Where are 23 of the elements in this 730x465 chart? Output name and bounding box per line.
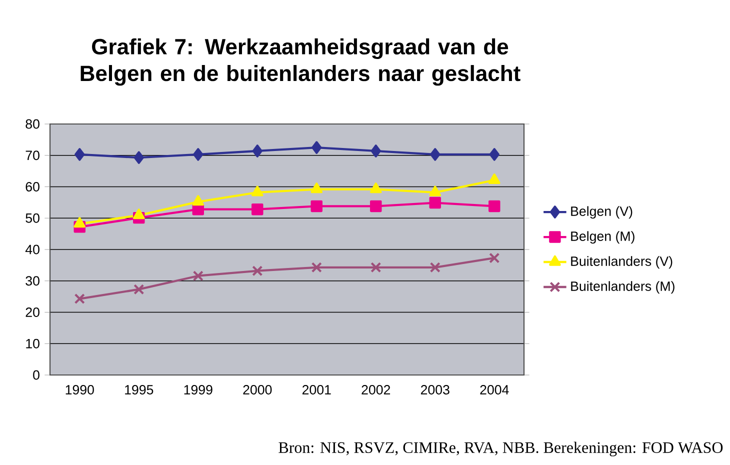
x-tick-label: 2000	[243, 385, 272, 394]
x-tick-label: 2002	[362, 385, 390, 394]
legend-label: Belgen (V)	[571, 206, 632, 219]
y-tick-label: 60	[26, 182, 40, 192]
x-tick-label: 1999	[184, 385, 212, 394]
y-tick-label: 20	[26, 308, 40, 317]
x-tick-label: 2003	[420, 385, 450, 394]
x-tick-label: 1990	[66, 385, 94, 394]
x-tick-label: 1995	[125, 385, 154, 394]
chart-title: Grafiek 7: Werkzaamheidsgraad van de Belgen en de buitenlanders naar geslacht	[80, 38, 520, 86]
legend-label: Buitenlanders (V)	[571, 256, 672, 269]
y-tick-label: 10	[26, 338, 40, 348]
y-tick-label: 70	[26, 150, 40, 160]
x-tick-label: 2001	[302, 385, 331, 394]
y-tick-label: 50	[26, 213, 40, 223]
y-tick-label: 80	[26, 119, 40, 129]
text: Bron: NIS, RSVZ, CIMIRe, RVA, NBB. Berekeningen: FOD WASO	[278, 442, 723, 456]
legend-label: Belgen (M)	[571, 231, 634, 244]
y-tick-label: 30	[26, 276, 40, 286]
y-tick-label: 40	[25, 244, 40, 254]
y-tick-label: 0	[33, 370, 40, 380]
x-tick-label: 2004	[480, 385, 509, 394]
legend-label: Buitenlanders (M)	[571, 281, 674, 294]
